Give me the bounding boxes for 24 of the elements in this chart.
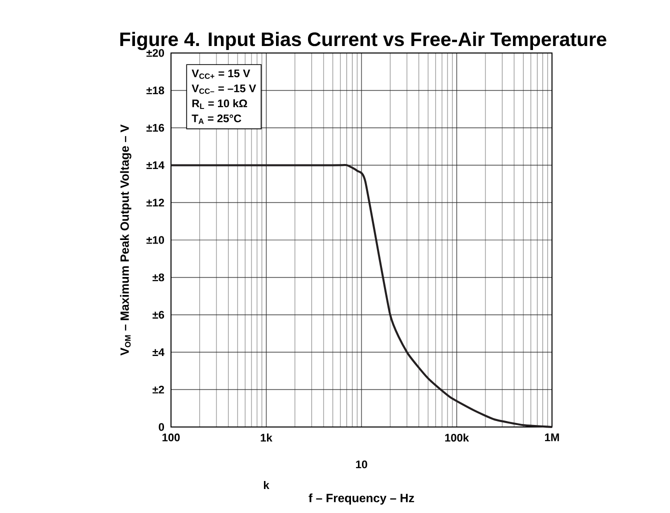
y-tick-label: ±20: [146, 49, 164, 57]
y-tick-label: ±16: [146, 124, 164, 132]
text: 10: [356, 460, 368, 468]
y-tick-label: ±2: [152, 386, 164, 394]
x-tick-label: 100k: [445, 434, 469, 442]
y-axis-title: V$_{OM}$ – Maximum Peak Output Voltage – V: [120, 124, 132, 356]
y-tick-label: ±18: [146, 86, 164, 94]
text: k: [264, 480, 270, 489]
annotation: V$_{CC+}$ = 15 V: [192, 70, 250, 79]
y-tick-label: ±10: [146, 236, 164, 244]
y-tick-label: 0: [158, 423, 164, 431]
x-tick-label: 1k: [260, 434, 272, 442]
annotation: R$_{L}$ = 10 kΩ: [192, 99, 248, 109]
x-tick-label: 1M: [545, 434, 559, 442]
annotation: T$_{A}$ = 25°C: [192, 114, 242, 124]
y-tick-label: ±12: [146, 198, 164, 206]
y-tick-label: ±6: [152, 310, 164, 319]
y-tick-label: ±14: [146, 161, 164, 169]
annotation: V$_{CC–}$ = –15 V: [192, 84, 256, 94]
x-tick-label: 100: [162, 434, 180, 442]
y-tick-label: ±4: [152, 348, 164, 356]
x-axis-title: f – Frequency – Hz: [308, 493, 414, 505]
y-tick-label: ±8: [152, 274, 164, 282]
chart-title: Figure 4. Input Bias Current vs Free-Air Temperature: [120, 32, 606, 50]
